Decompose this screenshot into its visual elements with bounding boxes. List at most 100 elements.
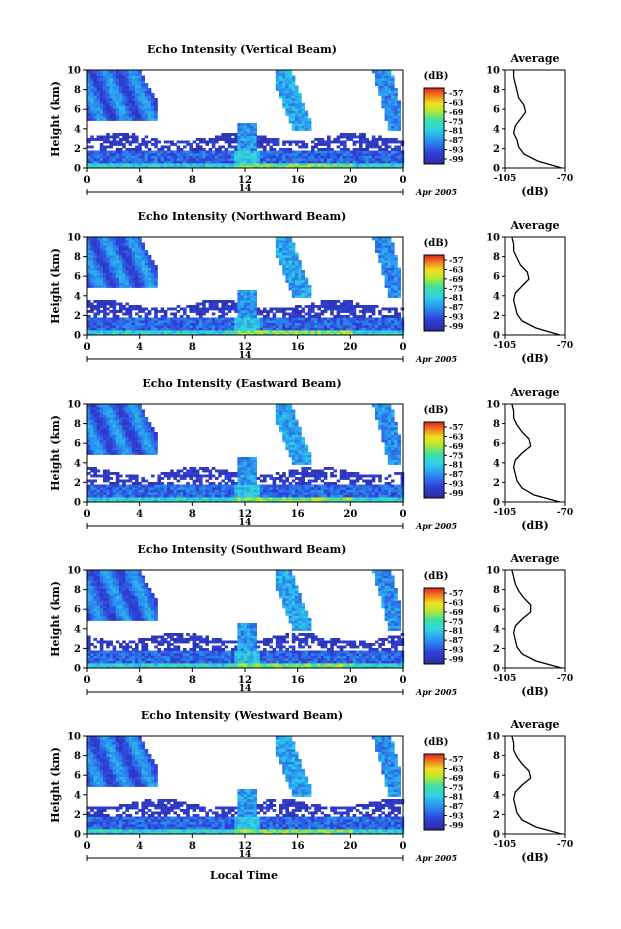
y-tick-label: 2 (74, 311, 81, 322)
colorbar-unit: (dB) (424, 71, 449, 82)
y-tick-label: 0 (74, 498, 81, 509)
avg-y-tick-label: 0 (493, 164, 500, 175)
y-tick-label: 6 (74, 272, 81, 283)
y-tick-label: 8 (74, 85, 81, 96)
avg-x-tick-label: -70 (557, 840, 573, 850)
avg-x-tick-label: -70 (557, 174, 573, 184)
x-axis-label: Local Time (210, 869, 278, 882)
echo-intensity-field (87, 570, 405, 669)
colorbar-tick-label: -87 (449, 635, 463, 645)
average-x-label: (dB) (521, 519, 548, 532)
colorbar-tick-label: -81 (449, 792, 463, 802)
y-tick-label: 10 (67, 732, 81, 743)
x-tick-label: 4 (136, 841, 143, 852)
colorbar-tick-label: -57 (449, 754, 463, 764)
colorbar-tick-label: -69 (449, 773, 464, 783)
y-tick-label: 8 (74, 252, 81, 263)
y-tick-label: 2 (74, 144, 81, 155)
date-label: Apr 2005 (415, 354, 458, 364)
avg-y-tick-label: 6 (493, 605, 500, 616)
avg-y-tick-label: 10 (486, 566, 500, 577)
avg-x-tick-label: -70 (557, 674, 573, 684)
avg-y-tick-label: 8 (493, 585, 500, 596)
y-tick-label: 8 (74, 751, 81, 762)
x-tick-label: 0 (400, 675, 407, 686)
panel-title: Echo Intensity (Southward Beam) (138, 543, 347, 556)
day-label: 14 (239, 850, 252, 860)
average-frame (504, 69, 566, 169)
y-axis-label: Height (km) (49, 747, 62, 823)
colorbar-tick-label: -93 (449, 645, 464, 655)
colorbar-tick-label: -63 (449, 264, 464, 274)
avg-x-tick-label: -70 (557, 508, 573, 518)
avg-y-tick-label: 6 (493, 272, 500, 283)
average-frame (504, 403, 566, 503)
day-label: 14 (239, 184, 252, 194)
avg-y-tick-label: 8 (493, 751, 500, 762)
colorbar-tick-label: -69 (449, 441, 464, 451)
y-tick-label: 8 (74, 419, 81, 430)
y-tick-label: 6 (74, 439, 81, 450)
date-label: Apr 2005 (415, 853, 458, 863)
colorbar (423, 254, 445, 332)
colorbar-tick-label: -99 (449, 654, 464, 664)
average-x-label: (dB) (521, 185, 548, 198)
average-frame (504, 236, 566, 336)
avg-y-tick-label: 2 (493, 144, 500, 155)
avg-y-tick-label: 2 (493, 478, 500, 489)
panel-0: Echo Intensity (Vertical Beam) 0 2 4 6 8 10 Hei… (49, 43, 573, 198)
avg-y-tick-label: 10 (486, 66, 500, 77)
average-x-label: (dB) (521, 851, 548, 864)
x-tick-label: 20 (343, 509, 357, 520)
average-profile-line (511, 403, 561, 503)
y-axis-label: Height (km) (49, 81, 62, 157)
colorbar-tick-label: -81 (449, 460, 463, 470)
x-tick-label: 16 (291, 841, 305, 852)
avg-x-tick-label: -70 (557, 341, 573, 351)
y-tick-label: 4 (74, 291, 81, 302)
avg-y-tick-label: 6 (493, 771, 500, 782)
panel-title: Echo Intensity (Vertical Beam) (147, 43, 337, 56)
x-tick-label: 12 (238, 509, 252, 520)
avg-y-tick-label: 0 (493, 331, 500, 342)
y-tick-label: 8 (74, 585, 81, 596)
colorbar-tick-label: -87 (449, 302, 463, 312)
x-tick-label: 0 (84, 841, 91, 852)
x-tick-label: 8 (189, 175, 196, 186)
average-title: Average (509, 219, 559, 232)
x-tick-label: 0 (400, 175, 407, 186)
x-tick-label: 12 (238, 675, 252, 686)
avg-x-tick-label: -105 (494, 674, 517, 684)
date-label: Apr 2005 (415, 521, 458, 531)
y-tick-label: 4 (74, 624, 81, 635)
colorbar-tick-label: -57 (449, 255, 463, 265)
x-tick-label: 16 (291, 509, 305, 520)
avg-y-tick-label: 8 (493, 252, 500, 263)
day-label: 14 (239, 351, 252, 361)
average-profile-line (511, 735, 562, 835)
colorbar-tick-label: -99 (449, 321, 464, 331)
colorbar-tick-label: -63 (449, 431, 464, 441)
echo-intensity-field (87, 237, 405, 336)
x-tick-label: 8 (189, 841, 196, 852)
avg-x-tick-label: -105 (494, 341, 517, 351)
x-tick-label: 20 (343, 342, 357, 353)
y-tick-label: 6 (74, 105, 81, 116)
y-tick-label: 4 (74, 124, 81, 135)
average-title: Average (509, 386, 559, 399)
echo-intensity-field (87, 70, 405, 169)
x-tick-label: 16 (291, 175, 305, 186)
x-tick-label: 4 (136, 675, 143, 686)
avg-y-tick-label: 0 (493, 830, 500, 841)
colorbar-tick-label: -63 (449, 597, 464, 607)
day-label: 14 (239, 684, 252, 694)
avg-y-tick-label: 4 (493, 458, 500, 469)
avg-y-tick-label: 6 (493, 439, 500, 450)
colorbar-tick-label: -69 (449, 607, 464, 617)
x-tick-label: 4 (136, 509, 143, 520)
colorbar-tick-label: -57 (449, 88, 463, 98)
colorbar-tick-label: -81 (449, 126, 463, 136)
x-tick-label: 0 (400, 841, 407, 852)
y-tick-label: 10 (67, 66, 81, 77)
